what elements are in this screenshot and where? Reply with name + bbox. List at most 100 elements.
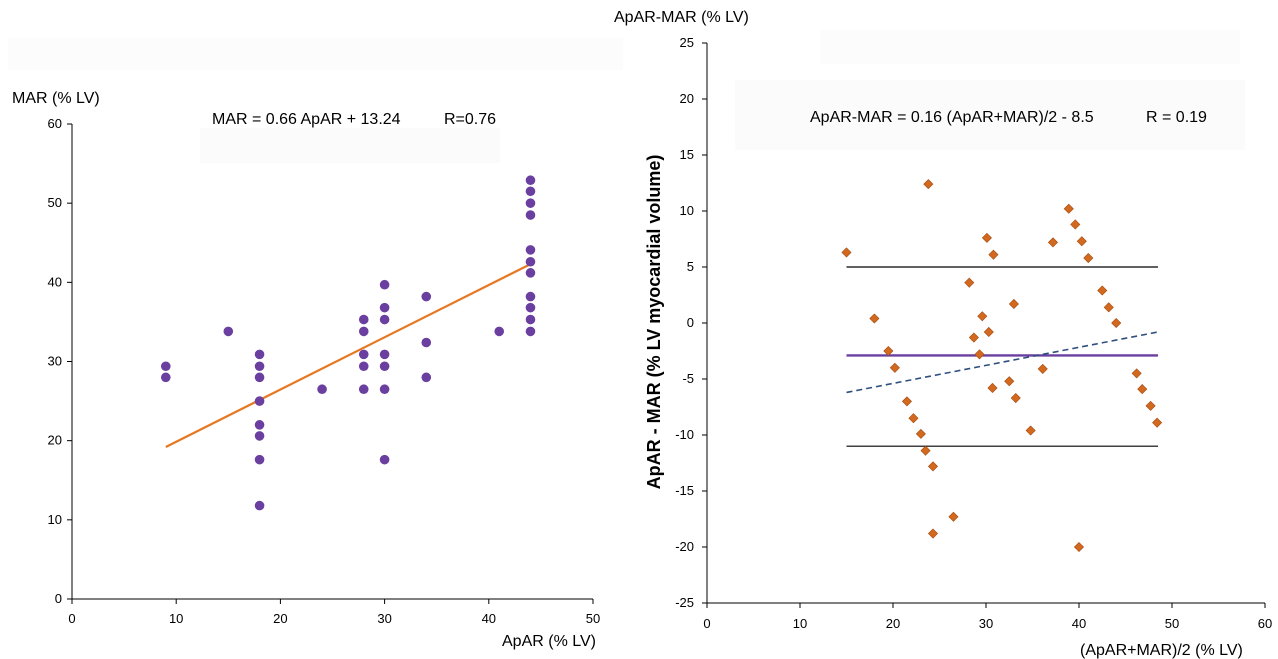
left-chart: MAR (% LV) MAR = 0.66 ApAR + 13.24 R=0.7… xyxy=(12,90,600,650)
left-x-tick-label: 50 xyxy=(586,611,600,626)
right-x-ticks: 0 10 20 30 40 50 60 xyxy=(703,603,1272,631)
left-data-point xyxy=(494,326,505,337)
left-x-tick-label: 40 xyxy=(482,611,496,626)
right-y-tick-label: 25 xyxy=(680,35,694,50)
left-data-point xyxy=(525,186,536,197)
left-x-tick-label: 20 xyxy=(273,611,287,626)
right-x-tick-label: 50 xyxy=(1165,616,1179,631)
right-data-point xyxy=(968,332,979,343)
right-y-ticks: 25 20 15 10 5 0 -5 -10 -15 -20 -25 xyxy=(675,35,707,610)
left-x-ticks: 0 10 20 30 40 50 xyxy=(68,599,600,626)
right-y-tick-label: 20 xyxy=(680,91,694,106)
left-data-point xyxy=(421,291,432,302)
left-fit-line xyxy=(165,263,531,448)
right-data-point xyxy=(901,396,912,407)
left-x-tick-label: 30 xyxy=(377,611,391,626)
right-data-point xyxy=(987,382,998,393)
right-data-point xyxy=(1097,285,1108,296)
left-y-tick-label: 10 xyxy=(48,512,62,527)
left-y-axis-label: MAR (% LV) xyxy=(12,90,100,107)
left-data-point xyxy=(525,198,536,208)
left-data-point xyxy=(525,302,536,313)
right-data-point xyxy=(883,345,894,357)
left-data-point xyxy=(254,454,265,465)
left-data-points xyxy=(160,175,536,511)
right-data-point xyxy=(977,311,988,322)
right-data-point xyxy=(1070,219,1081,230)
left-y-tick-label: 20 xyxy=(48,433,62,448)
right-x-tick-label: 20 xyxy=(886,616,900,631)
left-data-point xyxy=(525,326,536,337)
right-data-point xyxy=(920,445,931,456)
background-band xyxy=(735,80,1245,150)
left-data-point xyxy=(525,210,536,220)
right-data-point xyxy=(1152,417,1163,428)
left-data-point xyxy=(254,396,265,406)
left-y-tick-label: 50 xyxy=(48,195,62,210)
left-x-axis-label: ApAR (% LV) xyxy=(502,633,596,650)
right-data-point xyxy=(1103,302,1114,313)
left-data-point xyxy=(358,314,369,325)
left-data-point xyxy=(379,279,390,290)
right-chart: ApAR-MAR (% LV) ApAR-MAR = 0.16 (ApAR+MA… xyxy=(614,9,1272,659)
trend-line xyxy=(846,331,1159,394)
right-data-point xyxy=(1037,363,1048,374)
left-data-point xyxy=(379,302,390,313)
left-data-point xyxy=(421,337,432,348)
right-r-value: R = 0.19 xyxy=(1146,109,1207,126)
right-data-point xyxy=(1004,376,1015,387)
left-data-point xyxy=(379,454,390,465)
left-data-point xyxy=(525,245,536,255)
left-y-tick-label: 30 xyxy=(48,354,62,369)
right-y-axis-label: ApAR - MAR (% LV myocardial volume) xyxy=(644,155,664,490)
background-band xyxy=(200,128,500,163)
right-data-point xyxy=(1010,393,1021,404)
right-data-point xyxy=(1083,253,1094,264)
background-band xyxy=(8,38,623,70)
right-y-tick-label: 5 xyxy=(687,259,694,274)
right-y-tick-label: -20 xyxy=(675,539,694,554)
background-band xyxy=(820,30,1240,64)
left-data-point xyxy=(379,384,390,395)
right-data-point xyxy=(1145,400,1156,411)
right-chart-title: ApAR-MAR (% LV) xyxy=(614,9,749,26)
left-data-point xyxy=(254,372,265,383)
left-data-point xyxy=(254,420,265,430)
right-x-tick-label: 30 xyxy=(979,616,993,631)
left-data-point xyxy=(317,384,327,395)
right-y-tick-label: -10 xyxy=(675,427,694,442)
left-data-point xyxy=(160,361,171,372)
left-data-point xyxy=(358,384,369,395)
right-data-point xyxy=(1131,368,1142,379)
left-data-point xyxy=(525,175,536,186)
left-x-tick-label: 0 xyxy=(68,611,75,626)
right-data-point xyxy=(1111,317,1122,329)
left-y-tick-label: 40 xyxy=(48,274,62,289)
right-data-points xyxy=(841,179,1163,553)
left-data-point xyxy=(223,326,234,337)
right-y-tick-label: -15 xyxy=(675,483,694,498)
right-y-tick-label: 15 xyxy=(680,147,694,162)
left-data-point xyxy=(358,361,369,372)
right-x-axis-label: (ApAR+MAR)/2 (% LV) xyxy=(1080,642,1243,659)
left-data-point xyxy=(254,431,265,441)
right-data-point xyxy=(1073,541,1085,553)
left-data-point xyxy=(525,314,536,325)
right-data-point xyxy=(964,277,975,288)
right-y-tick-label: -25 xyxy=(675,595,694,610)
left-data-point xyxy=(525,268,536,278)
right-x-tick-label: 40 xyxy=(1072,616,1086,631)
right-x-tick-label: 60 xyxy=(1258,616,1272,631)
right-data-point xyxy=(923,179,934,190)
left-data-point xyxy=(254,500,265,511)
right-data-point xyxy=(841,247,852,258)
left-y-tick-label: 0 xyxy=(55,591,62,606)
left-data-point xyxy=(254,349,265,360)
left-equation: MAR = 0.66 ApAR + 13.24 xyxy=(212,111,401,128)
right-data-point xyxy=(1063,203,1074,214)
right-data-point xyxy=(983,326,994,337)
right-data-point xyxy=(1008,298,1019,309)
right-data-point xyxy=(974,349,985,360)
right-data-point xyxy=(869,313,880,324)
